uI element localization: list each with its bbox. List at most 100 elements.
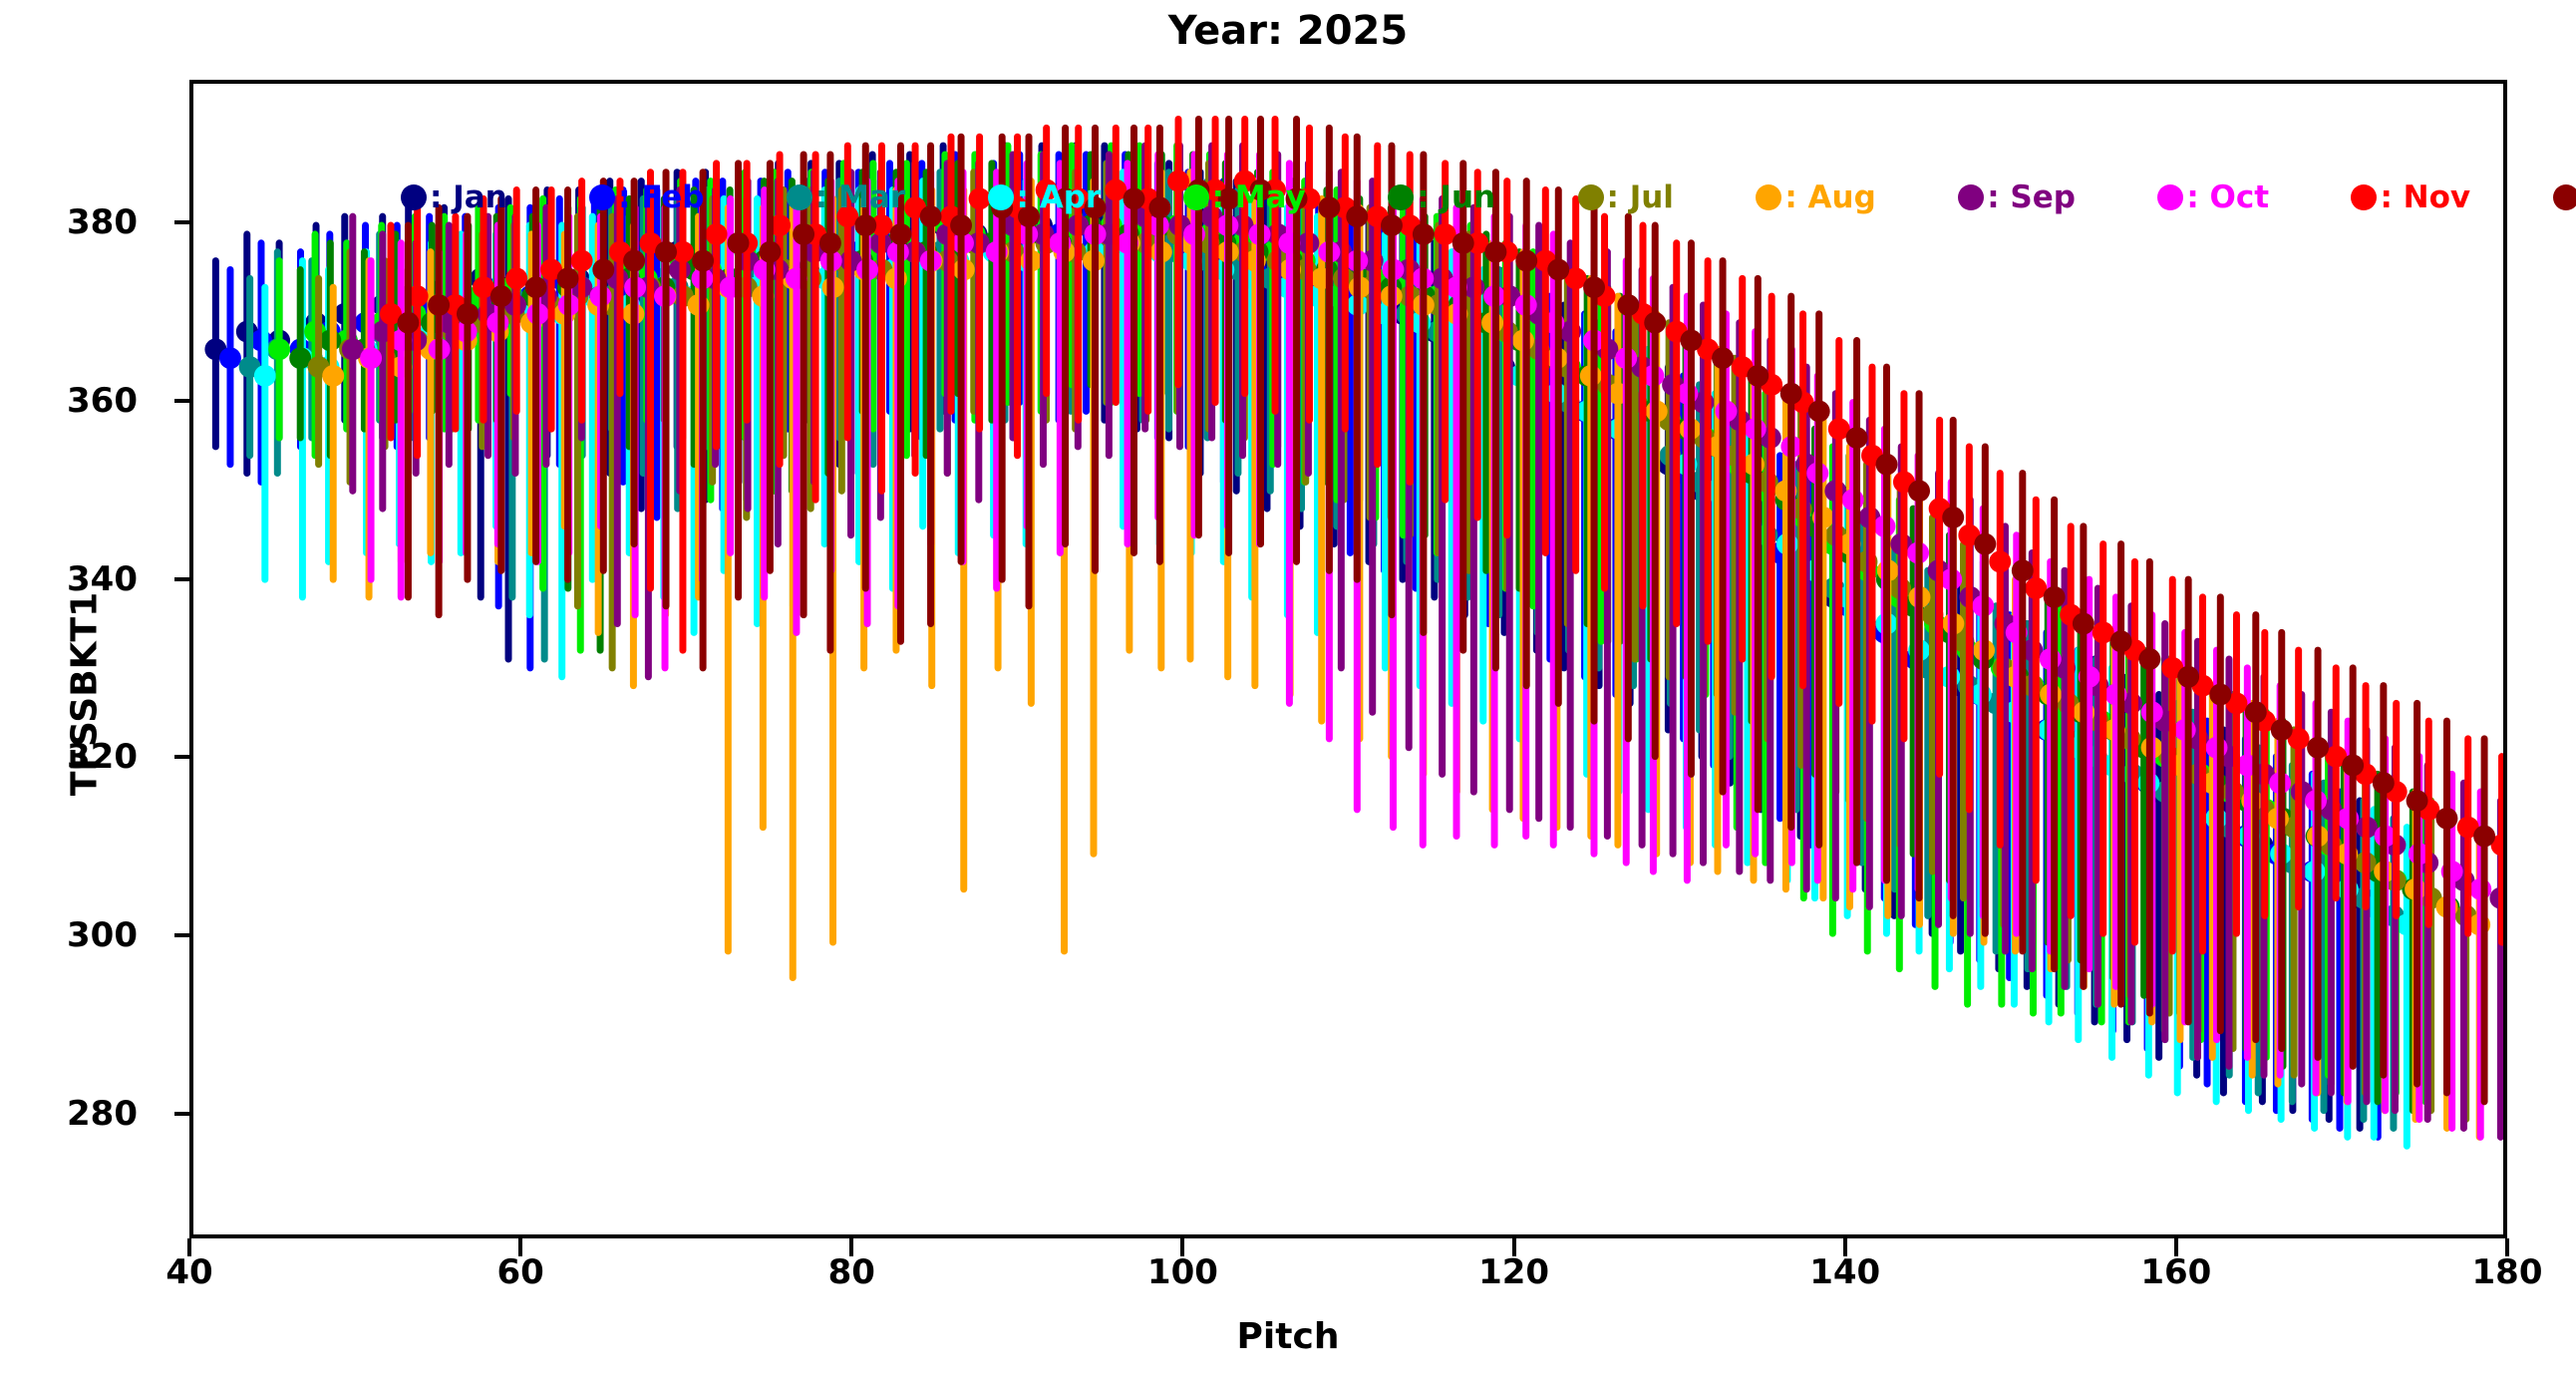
legend-item-sep[interactable]: : Sep <box>1958 181 2076 213</box>
x-tick-mark <box>187 1238 191 1256</box>
legend-item-apr[interactable]: : Apr <box>987 178 1102 215</box>
y-tick-label: 380 <box>67 202 138 242</box>
y-tick-mark <box>174 398 192 403</box>
data-point-marker <box>1958 523 1981 546</box>
data-point-marker <box>2225 692 2248 715</box>
filled-circle-icon <box>2351 184 2378 210</box>
data-point-marker <box>2025 577 2048 599</box>
data-point-marker <box>2205 736 2228 759</box>
legend-item-label: : Mar <box>814 178 906 215</box>
data-point-marker <box>1105 178 1127 201</box>
data-point-marker <box>2406 790 2428 812</box>
x-tick-mark <box>849 1238 854 1256</box>
data-point-marker <box>919 205 942 228</box>
data-point-marker <box>2039 648 2062 670</box>
filled-circle-icon <box>987 184 1014 210</box>
data-point-marker <box>1617 293 1640 316</box>
data-point-marker <box>268 338 291 361</box>
data-point-marker <box>854 214 877 236</box>
x-axis-label: Pitch <box>1236 1316 1340 1357</box>
data-point-marker <box>505 267 528 290</box>
legend-item-aug[interactable]: : Aug <box>1756 178 1876 215</box>
data-point-marker <box>2325 745 2348 768</box>
data-point-marker <box>1515 249 1538 272</box>
data-point-marker <box>2342 754 2365 777</box>
data-point-marker <box>1249 178 1272 201</box>
data-point-marker <box>655 240 678 263</box>
filled-circle-icon <box>2552 184 2576 210</box>
x-tick-label: 180 <box>2471 1252 2543 1292</box>
data-point-marker <box>1035 178 1058 201</box>
legend-item-dec[interactable]: : Dec <box>2552 182 2576 213</box>
data-point-marker <box>360 347 383 370</box>
x-tick-label: 40 <box>165 1252 213 1292</box>
data-point-marker <box>456 302 479 325</box>
data-point-marker <box>705 222 728 245</box>
data-point-marker <box>1747 365 1770 387</box>
data-point-marker <box>2092 621 2114 644</box>
data-point-marker <box>950 214 973 236</box>
data-point-marker <box>727 231 750 254</box>
plot-area: : Jan : Feb : Mar : Apr : May : Jun : Jul : Aug… <box>189 80 2576 1238</box>
filled-circle-icon <box>2157 184 2184 210</box>
y-tick-mark <box>174 933 192 938</box>
data-point-marker <box>1644 311 1667 334</box>
data-point-marker <box>2138 648 2161 670</box>
data-point-marker <box>623 249 646 272</box>
data-point-marker <box>592 258 615 281</box>
data-point-marker <box>556 267 579 290</box>
legend-item-mar[interactable]: : Mar <box>786 178 906 215</box>
data-point-marker <box>1381 214 1403 236</box>
y-tick-label: 340 <box>67 558 138 599</box>
data-point-marker <box>1942 507 1965 528</box>
legend-item-jan[interactable]: : Jan <box>401 181 507 213</box>
legend-item-feb[interactable]: : Feb <box>589 181 704 213</box>
legend-item-label: : Apr <box>1016 178 1102 215</box>
legend-item-label: : Oct <box>2186 178 2270 215</box>
data-point-marker <box>289 347 312 370</box>
legend-item-label: : Jun <box>1417 178 1496 215</box>
data-point-marker <box>1167 170 1189 192</box>
data-point-marker <box>2109 630 2132 653</box>
data-point-marker <box>2177 665 2200 688</box>
data-point-marker <box>473 276 494 299</box>
data-point-marker <box>968 187 991 210</box>
data-point-marker <box>836 205 859 228</box>
data-point-marker <box>1779 382 1802 405</box>
data-point-marker <box>1217 187 1240 210</box>
legend-item-label: : Aug <box>1784 178 1876 215</box>
legend-item-label: : Jul <box>1606 178 1674 215</box>
legend-item-may[interactable]: : May <box>1182 178 1306 215</box>
filled-circle-icon <box>401 184 427 210</box>
legend-item-label: : May <box>1211 178 1306 215</box>
legend-item-oct[interactable]: : Oct <box>2157 178 2270 215</box>
filled-circle-icon <box>1577 184 1604 210</box>
data-point-marker <box>2469 877 2492 900</box>
data-point-marker <box>1484 240 1507 263</box>
data-point-marker <box>1712 347 1735 370</box>
data-point-marker <box>1807 400 1830 423</box>
data-point-marker <box>818 231 841 254</box>
data-point-marker <box>2473 825 2496 848</box>
x-tick-mark <box>1511 1238 1516 1256</box>
legend: : Jan : Feb : Mar : Apr : May : Jun : Jul : Aug… <box>391 172 2576 223</box>
data-point-marker <box>1989 550 2012 573</box>
legend-item-jul[interactable]: : Jul <box>1577 178 1674 215</box>
legend-item-label: : Nov <box>2380 178 2471 215</box>
data-point-marker <box>1974 532 1997 555</box>
data-point-marker <box>1054 187 1077 210</box>
y-tick-mark <box>174 220 192 224</box>
data-point-marker <box>2435 807 2458 830</box>
data-point-marker <box>1123 187 1145 210</box>
x-tick-label: 120 <box>1478 1252 1550 1292</box>
data-point-marker <box>1908 480 1931 503</box>
legend-item-jun[interactable]: : Jun <box>1388 178 1496 215</box>
data-point-marker <box>1018 205 1040 228</box>
data-point-marker <box>406 285 429 307</box>
data-point-marker <box>380 302 402 325</box>
data-point-marker <box>1148 196 1171 219</box>
data-point-marker <box>2270 719 2293 741</box>
data-point-marker <box>1318 196 1341 219</box>
legend-item-nov[interactable]: : Nov <box>2351 178 2471 215</box>
